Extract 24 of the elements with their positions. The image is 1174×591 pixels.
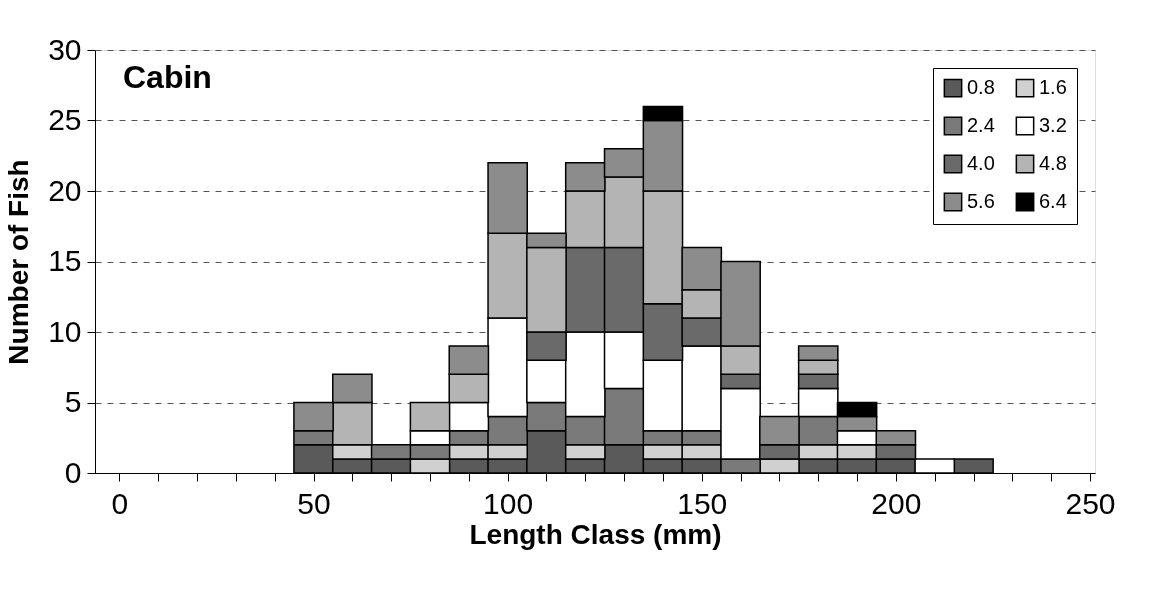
legend-label: 1.6 [1039, 76, 1067, 99]
y-axis-title: Number of Fish [3, 159, 35, 365]
y-tick-label: 10 [48, 314, 82, 348]
x-tick-label: 0 [111, 486, 129, 520]
legend-label: 5.6 [967, 190, 995, 212]
x-tick-label: 250 [1065, 486, 1116, 520]
x-tick-label: 200 [871, 486, 922, 520]
y-tick-label: 20 [48, 173, 82, 207]
legend-label: 4.0 [967, 152, 995, 174]
x-tick-label: 150 [677, 486, 728, 520]
x-tick-label: 50 [297, 486, 331, 520]
y-tick-label: 25 [48, 103, 82, 136]
y-tick-label: 30 [48, 32, 82, 66]
legend-label: 0.8 [967, 76, 995, 99]
x-axis-title: Length Class (mm) [469, 518, 722, 550]
y-tick-label: 0 [64, 455, 82, 489]
y-tick-label: 5 [64, 385, 82, 418]
legend-label: 3.2 [1039, 114, 1067, 136]
legend-label: 2.4 [967, 114, 995, 136]
legend-label: 6.4 [1039, 190, 1067, 212]
x-tick-label: 100 [483, 486, 534, 520]
legend-label: 4.8 [1039, 152, 1067, 174]
chart-title: Cabin [123, 59, 212, 95]
y-tick-label: 15 [48, 244, 82, 277]
